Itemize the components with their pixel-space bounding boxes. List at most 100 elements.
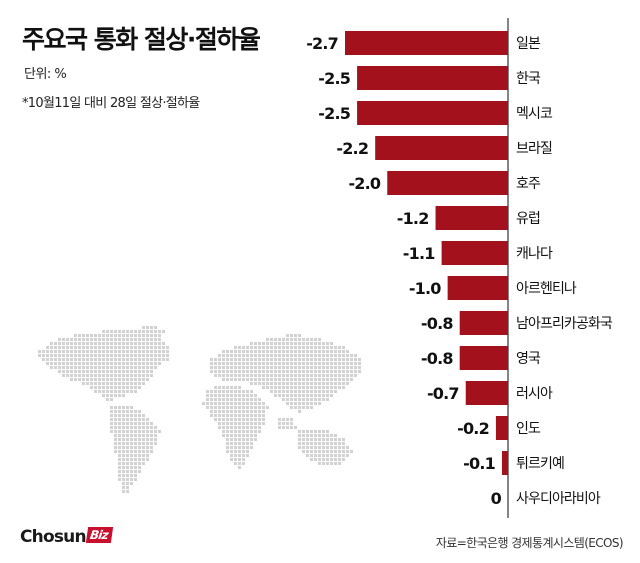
map-dot	[222, 402, 225, 405]
map-dot	[126, 378, 129, 381]
map-dot	[242, 410, 245, 413]
map-dot	[66, 354, 69, 357]
map-dot	[306, 450, 309, 453]
map-dot	[226, 390, 229, 393]
map-dot	[294, 346, 297, 349]
map-dot	[346, 450, 349, 453]
map-dot	[310, 370, 313, 373]
map-dot	[342, 346, 345, 349]
map-dot	[322, 346, 325, 349]
map-dot	[322, 398, 325, 401]
map-dot	[70, 374, 73, 377]
map-dot	[118, 454, 121, 457]
map-dot	[106, 354, 109, 357]
map-dot	[150, 370, 153, 373]
map-dot	[106, 342, 109, 345]
map-dot	[326, 378, 329, 381]
map-dot	[150, 330, 153, 333]
map-dot	[290, 374, 293, 377]
map-dot	[294, 350, 297, 353]
map-dot	[262, 346, 265, 349]
map-dot	[90, 346, 93, 349]
map-dot	[302, 450, 305, 453]
map-dot	[234, 422, 237, 425]
map-dot	[250, 354, 253, 357]
map-dot	[98, 342, 101, 345]
map-dot	[230, 442, 233, 445]
map-dot	[330, 346, 333, 349]
map-dot	[354, 354, 357, 357]
map-dot	[66, 374, 69, 377]
map-dot	[306, 442, 309, 445]
map-dot	[126, 466, 129, 469]
map-dot	[158, 350, 161, 353]
map-dot	[238, 466, 241, 469]
map-dot	[58, 366, 61, 369]
map-dot	[138, 446, 141, 449]
map-dot	[134, 386, 137, 389]
map-dot	[162, 350, 165, 353]
map-dot	[126, 342, 129, 345]
map-dot	[330, 370, 333, 373]
map-dot	[118, 430, 121, 433]
map-dot	[262, 410, 265, 413]
bar	[447, 276, 508, 300]
map-dot	[138, 386, 141, 389]
map-dot	[230, 450, 233, 453]
map-dot	[38, 354, 41, 357]
map-dot	[254, 410, 257, 413]
map-dot	[214, 394, 217, 397]
map-dot	[282, 354, 285, 357]
map-dot	[146, 458, 149, 461]
map-dot	[82, 370, 85, 373]
map-dot	[238, 362, 241, 365]
map-dot	[130, 338, 133, 341]
map-dot	[86, 350, 89, 353]
map-dot	[150, 338, 153, 341]
map-dot	[126, 354, 129, 357]
map-dot	[322, 446, 325, 449]
map-dot	[122, 422, 125, 425]
map-dot	[122, 370, 125, 373]
map-dot	[166, 346, 169, 349]
map-dot	[130, 390, 133, 393]
map-dot	[330, 378, 333, 381]
map-dot	[238, 366, 241, 369]
map-dot	[106, 366, 109, 369]
map-dot	[86, 334, 89, 337]
map-dot	[286, 398, 289, 401]
map-dot	[58, 362, 61, 365]
map-dot	[142, 362, 145, 365]
map-dot	[122, 350, 125, 353]
map-dot	[286, 418, 289, 421]
map-dot	[302, 438, 305, 441]
map-dot	[142, 458, 145, 461]
map-dot	[290, 370, 293, 373]
map-dot	[258, 410, 261, 413]
map-dot	[210, 366, 213, 369]
category-label: 아르헨티나	[516, 281, 577, 297]
map-dot	[130, 426, 133, 429]
map-dot	[242, 446, 245, 449]
map-dot	[266, 338, 269, 341]
map-dot	[210, 358, 213, 361]
map-dot	[250, 422, 253, 425]
map-dot	[310, 390, 313, 393]
map-dot	[90, 370, 93, 373]
map-dot	[158, 346, 161, 349]
map-dot	[126, 450, 129, 453]
map-dot	[110, 330, 113, 333]
map-dot	[234, 458, 237, 461]
map-dot	[266, 358, 269, 361]
map-dot	[334, 366, 337, 369]
map-dot	[234, 418, 237, 421]
map-dot	[250, 350, 253, 353]
map-dot	[114, 394, 117, 397]
map-dot	[230, 454, 233, 457]
map-dot	[90, 366, 93, 369]
map-dot	[234, 406, 237, 409]
map-dot	[330, 442, 333, 445]
map-dot	[130, 386, 133, 389]
bar-value-label: -1.1	[403, 244, 435, 263]
map-dot	[254, 354, 257, 357]
